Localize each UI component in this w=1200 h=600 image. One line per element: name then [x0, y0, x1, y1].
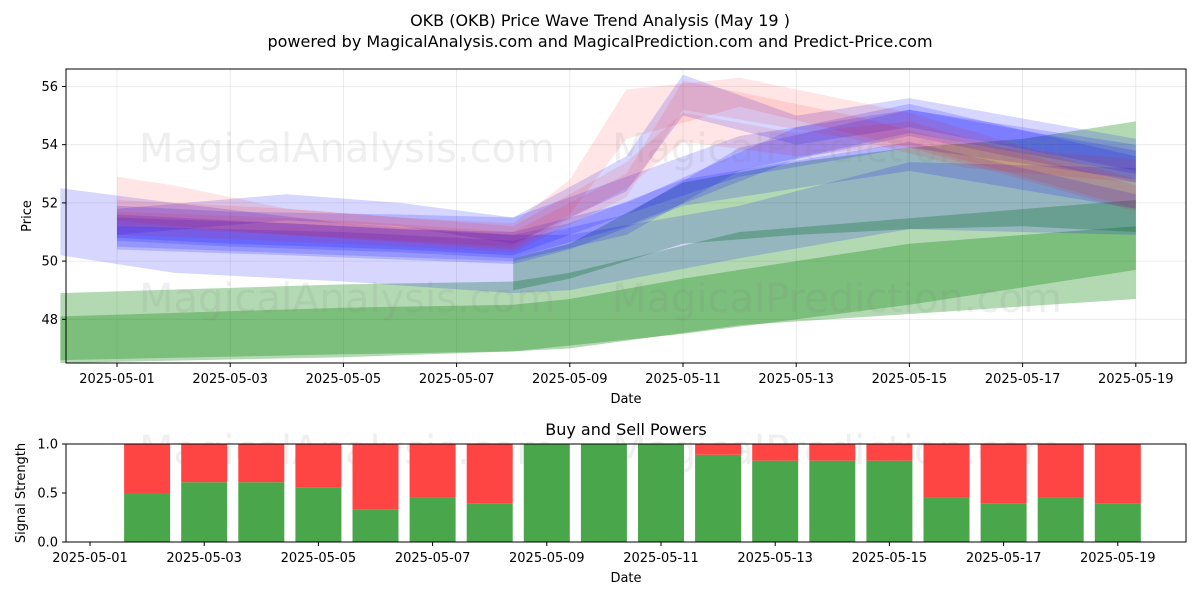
signal-y-tick-label: 0.0: [37, 536, 58, 551]
signal-y-tick-label: 0.5: [37, 487, 58, 502]
watermark-2: MagicalPrediction.com: [612, 126, 1062, 172]
green-bands: [60, 121, 1136, 363]
sell-bar: [181, 444, 228, 483]
watermark-4: MagicalPrediction.com: [612, 276, 1062, 322]
price-y-tick-label: 52: [41, 196, 58, 211]
buy-bar: [580, 444, 627, 542]
buy-bar: [352, 509, 399, 542]
red-bands: [117, 77, 1136, 253]
price-x-tick-label: 2025-05-03: [192, 372, 268, 387]
chart-title: OKB (OKB) Price Wave Trend Analysis (May…: [410, 11, 790, 30]
signal-x-tick-label: 2025-05-13: [737, 551, 813, 566]
signal-x-tick-label: 2025-05-11: [623, 551, 699, 566]
buy-bar: [1037, 497, 1084, 542]
sell-bar: [866, 444, 913, 461]
watermark-3: MagicalAnalysis.com: [139, 276, 555, 322]
price-y-tick-label: 54: [41, 138, 58, 153]
blue-bands: [60, 74, 1136, 294]
price-x-tick-label: 2025-05-13: [758, 372, 834, 387]
signal-x-tick-label: 2025-05-05: [281, 551, 357, 566]
blue-band: [117, 74, 1136, 244]
sell-bar: [1037, 444, 1084, 498]
price-grid: [66, 69, 1186, 363]
chart-subtitle: powered by MagicalAnalysis.com and Magic…: [267, 32, 932, 51]
sell-bar: [466, 444, 513, 504]
signal-x-tick-label: 2025-05-03: [166, 551, 242, 566]
sell-bar: [1094, 444, 1141, 504]
sell-bar: [980, 444, 1027, 504]
signal-x-tick-label: 2025-05-01: [52, 551, 128, 566]
price-chart: MagicalAnalysis.com MagicalPrediction.co…: [20, 68, 1187, 407]
price-y-tick-label: 48: [41, 313, 58, 328]
sell-bar: [809, 444, 856, 461]
sell-bar: [923, 444, 970, 498]
green-band: [60, 226, 1136, 363]
sell-bar: [695, 444, 742, 455]
price-y-label: Price: [20, 200, 35, 232]
signal-y-tick-label: 1.0: [37, 438, 58, 453]
buy-bar: [466, 503, 513, 542]
price-x-tick-label: 2025-05-17: [985, 372, 1061, 387]
buy-bar: [752, 460, 799, 542]
buy-bar: [866, 460, 913, 542]
signal-y-ticks: 0.0 0.5 1.0: [37, 438, 66, 551]
watermark-1: MagicalAnalysis.com: [139, 126, 555, 172]
signal-x-tick-label: 2025-05-19: [1080, 551, 1156, 566]
signal-x-tick-label: 2025-05-09: [509, 551, 585, 566]
buy-bar: [638, 444, 684, 542]
buy-bar: [809, 460, 856, 542]
buy-bar: [695, 454, 742, 542]
blue-band: [60, 162, 1136, 294]
price-x-tick-label: 2025-05-01: [79, 372, 155, 387]
red-band: [117, 80, 1136, 253]
buy-bar: [409, 497, 456, 542]
green-band: [513, 121, 1136, 291]
signal-chart-title: Buy and Sell Powers: [545, 420, 707, 439]
blue-band: [117, 109, 1136, 256]
sell-bar: [124, 444, 171, 493]
price-x-tick-label: 2025-05-19: [1098, 372, 1174, 387]
price-y-tick-label: 56: [41, 80, 58, 95]
buy-bar: [124, 493, 171, 542]
sell-bar: [238, 444, 285, 483]
green-band: [60, 200, 1136, 361]
price-x-tick-label: 2025-05-09: [532, 372, 608, 387]
signal-x-tick-label: 2025-05-07: [395, 551, 471, 566]
buy-bar: [1094, 503, 1141, 542]
signal-x-label: Date: [610, 571, 641, 586]
blue-band: [117, 141, 1136, 264]
buy-bar: [181, 482, 228, 542]
price-x-tick-label: 2025-05-11: [645, 372, 721, 387]
price-x-label: Date: [610, 392, 641, 407]
buy-bar: [523, 444, 570, 542]
red-band: [117, 112, 1136, 250]
signal-x-tick-label: 2025-05-15: [852, 551, 928, 566]
buy-bar: [295, 487, 342, 542]
signal-x-tick-label: 2025-05-17: [966, 551, 1042, 566]
price-plot-frame: [65, 68, 1187, 364]
sell-bar: [352, 444, 399, 510]
price-x-tick-label: 2025-05-15: [872, 372, 948, 387]
blue-band: [117, 103, 1136, 259]
sell-bar: [295, 444, 342, 488]
signal-chart: Buy and Sell Powers MagicalAnalysis.com …: [14, 420, 1187, 586]
sell-bar: [409, 444, 456, 498]
buy-bar: [980, 503, 1027, 542]
red-band: [117, 77, 1136, 247]
sell-bar: [752, 444, 799, 461]
blue-band: [117, 109, 1136, 262]
signal-bars: [124, 444, 1141, 542]
price-x-ticks: 2025-05-01 2025-05-03 2025-05-05 2025-05-07…: [79, 363, 1174, 387]
price-x-tick-label: 2025-05-07: [419, 372, 495, 387]
signal-y-label: Signal Strength: [14, 443, 29, 543]
signal-x-ticks: 2025-05-01 2025-05-03 2025-05-05 2025-05-07…: [52, 542, 1156, 566]
price-y-tick-label: 50: [41, 255, 58, 270]
price-x-tick-label: 2025-05-05: [306, 372, 382, 387]
buy-bar: [923, 497, 970, 542]
buy-bar: [238, 482, 285, 542]
price-y-ticks: 48 50 52 54 56: [41, 80, 66, 328]
